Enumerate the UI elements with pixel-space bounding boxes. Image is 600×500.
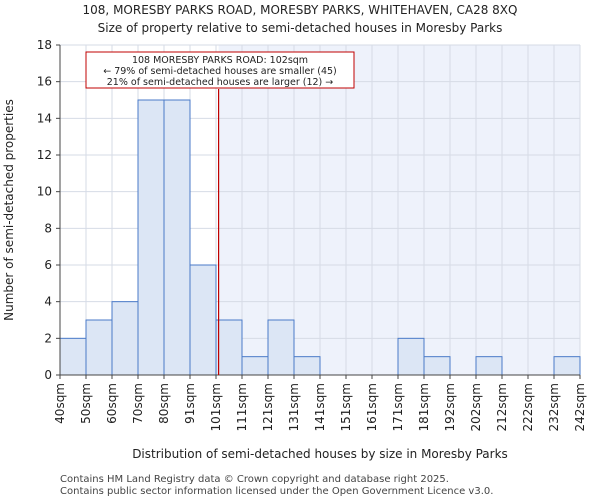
x-tick-label-202sqm: 202sqm bbox=[469, 383, 483, 431]
x-tick-label-111sqm: 111sqm bbox=[235, 383, 249, 431]
x-tick-label-70sqm: 70sqm bbox=[131, 383, 145, 424]
x-tick-label-101sqm: 101sqm bbox=[209, 383, 223, 431]
bar-80sqm bbox=[163, 99, 191, 376]
x-tick-label-192sqm: 192sqm bbox=[443, 383, 457, 431]
x-tick-label-91sqm: 91sqm bbox=[183, 383, 197, 424]
annotation-line3: 21% of semi-detached houses are larger (… bbox=[107, 77, 334, 88]
bar-60sqm bbox=[111, 301, 139, 376]
bar-171sqm bbox=[397, 337, 425, 376]
y-tick-label-6: 6 bbox=[44, 258, 52, 272]
plot-area: 0 2 4 6 8 10 12 14 16 18 40sqm 50sqm 60sqm 70sqm 80sqm… bbox=[37, 38, 587, 431]
y-tick-label-4: 4 bbox=[44, 295, 52, 309]
bar-181sqm bbox=[423, 356, 451, 376]
x-tick-label-171sqm: 171sqm bbox=[391, 383, 405, 431]
footer-line2: Contains public sector information licen… bbox=[60, 486, 493, 497]
x-tick-label-121sqm: 121sqm bbox=[261, 383, 275, 431]
chart-title-line1: 108, MORESBY PARKS ROAD, MORESBY PARKS, … bbox=[83, 3, 518, 17]
x-tick-label-80sqm: 80sqm bbox=[157, 383, 171, 424]
x-tick-label-40sqm: 40sqm bbox=[53, 383, 67, 424]
x-tick-label-232sqm: 232sqm bbox=[547, 383, 561, 431]
y-tick-label-16: 16 bbox=[37, 75, 52, 89]
footer-line1: Contains HM Land Registry data © Crown c… bbox=[60, 474, 449, 485]
bar-202sqm bbox=[475, 356, 503, 376]
x-tick-label-242sqm: 242sqm bbox=[573, 383, 587, 431]
x-tick-label-151sqm: 151sqm bbox=[339, 383, 353, 431]
bar-91sqm bbox=[189, 264, 217, 376]
chart-title-line2: Size of property relative to semi-detach… bbox=[98, 21, 503, 35]
x-tick-label-222sqm: 222sqm bbox=[521, 383, 535, 431]
bar-70sqm bbox=[137, 99, 165, 376]
bar-50sqm bbox=[85, 319, 113, 376]
y-tick-label-12: 12 bbox=[37, 148, 52, 162]
bar-131sqm bbox=[293, 356, 321, 376]
annotation-box bbox=[85, 51, 355, 89]
x-tick-label-212sqm: 212sqm bbox=[495, 383, 509, 431]
x-axis-label: Distribution of semi-detached houses by … bbox=[132, 447, 508, 461]
bar-121sqm bbox=[267, 319, 295, 376]
bar-40sqm bbox=[59, 337, 87, 376]
x-tick-label-50sqm: 50sqm bbox=[79, 383, 93, 424]
bar-232sqm bbox=[553, 356, 581, 376]
y-axis-label: Number of semi-detached properties bbox=[2, 99, 16, 321]
y-tick-label-10: 10 bbox=[37, 185, 52, 199]
bar-101sqm bbox=[215, 319, 243, 376]
x-tick-label-161sqm: 161sqm bbox=[365, 383, 379, 431]
x-tick-label-131sqm: 131sqm bbox=[287, 383, 301, 431]
y-tick-label-2: 2 bbox=[44, 331, 52, 345]
y-tick-label-8: 8 bbox=[44, 221, 52, 235]
x-tick-label-60sqm: 60sqm bbox=[105, 383, 119, 424]
y-tick-label-0: 0 bbox=[44, 368, 52, 382]
annotation-line2: ← 79% of semi-detached houses are smalle… bbox=[103, 66, 337, 77]
annotation-line1: 108 MORESBY PARKS ROAD: 102sqm bbox=[132, 55, 308, 66]
y-tick-label-18: 18 bbox=[37, 38, 52, 52]
x-tick-label-181sqm: 181sqm bbox=[417, 383, 431, 431]
bar-111sqm bbox=[241, 356, 269, 376]
x-tick-label-141sqm: 141sqm bbox=[313, 383, 327, 431]
y-tick-label-14: 14 bbox=[37, 111, 52, 125]
